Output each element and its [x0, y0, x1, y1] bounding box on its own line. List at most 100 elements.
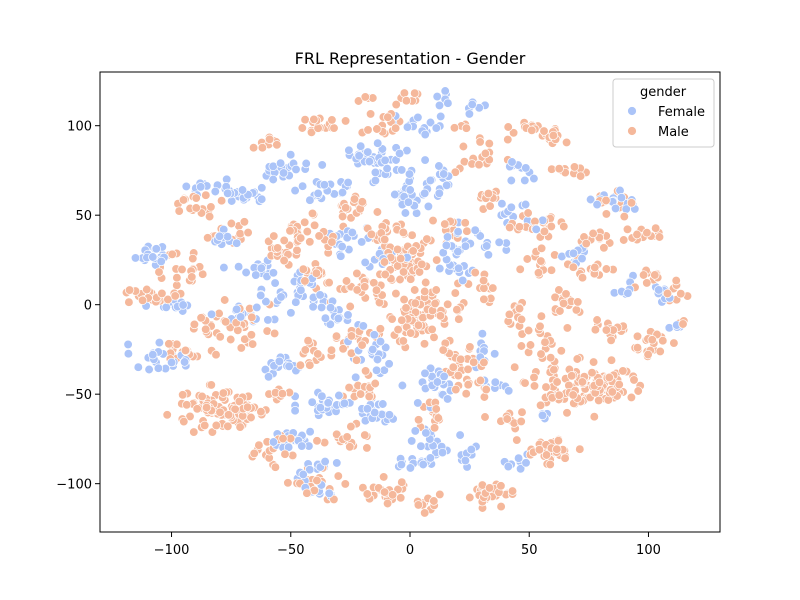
point-male [458, 141, 469, 152]
point-male [401, 303, 411, 313]
legend-label-male: Male [658, 125, 689, 140]
point-male [575, 444, 585, 454]
point-female [425, 453, 436, 463]
point-female [397, 165, 407, 175]
point-male [278, 433, 288, 444]
legend-title: gender [640, 85, 687, 100]
point-female [305, 195, 315, 205]
point-male [479, 294, 489, 304]
point-female [305, 427, 315, 437]
point-female [339, 398, 350, 408]
point-male [162, 410, 172, 420]
point-female [396, 459, 407, 470]
point-male [413, 320, 424, 330]
point-male [485, 201, 495, 211]
point-male [401, 96, 412, 106]
point-female [320, 313, 331, 323]
point-male [300, 217, 310, 227]
point-male [220, 295, 230, 305]
point-male [619, 235, 629, 245]
point-male [391, 288, 401, 299]
point-female [336, 251, 346, 261]
point-male [362, 489, 372, 499]
point-male [379, 487, 390, 497]
point-male [242, 402, 253, 412]
point-female [337, 187, 348, 198]
point-male [515, 264, 525, 274]
point-male [569, 162, 580, 172]
point-male [399, 88, 410, 98]
point-male [431, 285, 441, 295]
point-male [469, 357, 479, 367]
point-male [246, 330, 257, 340]
point-female [276, 292, 286, 302]
point-male [201, 324, 211, 334]
point-male [588, 357, 599, 367]
point-female [351, 372, 361, 382]
point-male [204, 211, 215, 222]
point-male [298, 264, 308, 274]
point-female [378, 399, 388, 409]
point-female [507, 157, 517, 167]
point-female [407, 436, 417, 446]
point-male [568, 390, 578, 400]
point-male [560, 453, 570, 463]
point-male [363, 125, 373, 135]
point-male [561, 289, 571, 299]
point-female [181, 181, 191, 192]
point-male [413, 415, 424, 425]
point-female [368, 344, 378, 355]
point-female [610, 203, 621, 214]
point-female [483, 250, 494, 260]
point-female [154, 337, 165, 348]
point-female [425, 117, 436, 128]
point-female [144, 364, 154, 375]
point-male [191, 203, 201, 213]
point-male [571, 305, 582, 315]
point-male [277, 389, 288, 399]
point-female [453, 246, 463, 257]
point-male [484, 138, 494, 149]
point-male [651, 223, 661, 233]
point-male [581, 238, 591, 249]
point-male [562, 408, 572, 418]
point-female [332, 458, 342, 468]
point-male [577, 377, 588, 387]
point-male [522, 254, 532, 264]
point-female [268, 437, 279, 447]
point-male [452, 305, 462, 315]
point-male [601, 209, 612, 219]
point-male [358, 483, 368, 493]
point-male [279, 255, 289, 266]
point-male [427, 324, 437, 335]
point-male [383, 112, 393, 122]
points-layer [121, 86, 693, 518]
point-male [546, 265, 557, 275]
point-male [236, 343, 246, 353]
point-female [206, 309, 217, 319]
point-male [124, 297, 134, 307]
point-female [305, 465, 315, 475]
point-female [477, 329, 488, 339]
legend-box [612, 78, 715, 148]
point-female [370, 175, 381, 186]
point-male [433, 413, 443, 423]
point-male [647, 335, 657, 345]
point-male [529, 372, 539, 383]
point-female [375, 336, 386, 347]
point-male [390, 123, 401, 133]
point-female [270, 278, 280, 288]
point-male [429, 496, 439, 506]
point-male [642, 228, 652, 238]
point-male [226, 218, 237, 229]
point-male [398, 227, 408, 238]
point-female [654, 285, 664, 295]
point-female [441, 240, 452, 251]
point-male [124, 285, 135, 295]
point-male [516, 314, 527, 325]
point-female [390, 189, 400, 200]
chart-title: FRL Representation - Gender [295, 49, 526, 68]
point-male [553, 436, 564, 446]
x-tick-label: −50 [277, 543, 304, 558]
point-male [536, 311, 547, 321]
